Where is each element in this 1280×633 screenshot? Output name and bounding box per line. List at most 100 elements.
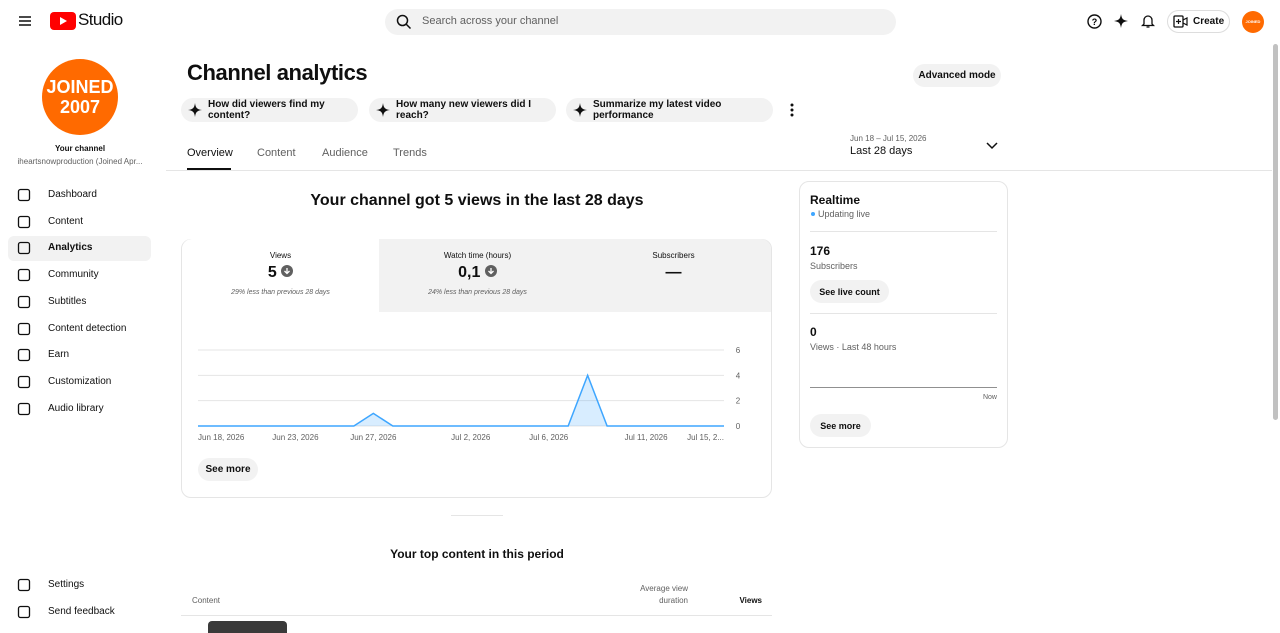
- nav-item[interactable]: Customization: [48, 375, 112, 387]
- divider: [810, 231, 997, 232]
- tab[interactable]: Overview: [187, 147, 233, 159]
- nav-icon: [17, 268, 31, 282]
- help-icon[interactable]: ?: [1087, 14, 1102, 29]
- search-placeholder: Search across your channel: [422, 15, 559, 27]
- channel-handle: iheartsnowproduction (Joined Apr...: [17, 157, 143, 166]
- scrollbar[interactable]: [1273, 44, 1278, 420]
- date-range[interactable]: Jun 18 – Jul 15, 2026: [850, 134, 927, 143]
- nav-item[interactable]: Earn: [48, 349, 70, 361]
- nav-item[interactable]: Send feedback: [48, 606, 115, 617]
- channel-avatar[interactable]: JOINED 2007: [42, 59, 118, 135]
- nav-icon: [17, 215, 31, 228]
- x-tick-label: Jul 6, 2026: [529, 433, 569, 442]
- table-header: duration: [659, 596, 688, 605]
- avatar-text: 2007: [59, 97, 101, 117]
- table-header: Views: [739, 596, 762, 605]
- create-icon: [1173, 15, 1188, 28]
- dropdown-icon[interactable]: [986, 141, 998, 151]
- create-button[interactable]: [1167, 10, 1230, 33]
- page-title: Channel analytics: [187, 60, 368, 85]
- x-tick-label: Jun 27, 2026: [350, 433, 397, 442]
- metric-value-text: 5: [267, 264, 277, 281]
- nav-icon: [17, 402, 31, 415]
- views-count: 0: [810, 325, 817, 339]
- sparkle-icon[interactable]: [1114, 14, 1128, 28]
- nav-item[interactable]: Settings: [48, 579, 85, 590]
- account-avatar[interactable]: JOINED 2007: [1242, 11, 1264, 33]
- y-tick-label: 4: [736, 371, 741, 380]
- metric-note: 29% less than previous 28 days: [231, 289, 330, 296]
- line: [198, 373, 724, 427]
- create-label: Create: [1193, 16, 1225, 27]
- metric-tab[interactable]: Subscribers —: [576, 239, 771, 312]
- tab-underline: [187, 168, 231, 170]
- headline: Your channel got 5 views in the last 28 …: [310, 192, 644, 209]
- metric-value: 5: [182, 264, 379, 282]
- nav-icon: [17, 188, 31, 202]
- date-preset[interactable]: Last 28 days: [850, 145, 913, 157]
- x-tick-label: Jul 15, 2...: [687, 433, 724, 442]
- nav-active-bg: [8, 236, 151, 261]
- views-label: Views · Last 48 hours: [810, 342, 897, 352]
- nav-item[interactable]: Content detection: [48, 322, 127, 334]
- top-content-title: Your top content in this period: [390, 547, 564, 561]
- tab[interactable]: Content: [257, 147, 296, 159]
- live-dot: [811, 212, 815, 216]
- suggestion-chip[interactable]: Summarize my latest video performance: [566, 98, 773, 122]
- x-tick-label: Jul 2, 2026: [451, 433, 491, 442]
- video-thumbnail[interactable]: [208, 621, 287, 633]
- down-icon: [281, 265, 294, 277]
- svg-text:?: ?: [1092, 17, 1098, 27]
- avatar-text: JOINED: [46, 77, 114, 97]
- nav-icon: [17, 605, 31, 619]
- notifications-icon[interactable]: [1141, 13, 1155, 29]
- nav-icon: [17, 375, 31, 389]
- menu-icon[interactable]: [18, 14, 32, 28]
- realtime-baseline: [810, 387, 997, 388]
- see-live-count-button[interactable]: See live count: [810, 280, 889, 303]
- metric-value: 0,1: [379, 264, 576, 282]
- advanced-mode-button[interactable]: Advanced mode: [913, 64, 1001, 87]
- realtime-title: Realtime: [810, 193, 861, 207]
- suggestion-chip[interactable]: How did viewers find my content?: [181, 98, 358, 122]
- search-icon: [396, 14, 412, 30]
- suggestion-chip[interactable]: How many new viewers did I reach?: [369, 98, 556, 122]
- tabs-divider: [166, 170, 1272, 171]
- nav-item[interactable]: Analytics: [48, 242, 93, 254]
- see-more-button[interactable]: See more: [810, 414, 871, 437]
- nav-item[interactable]: Audio library: [48, 402, 104, 414]
- table-divider: [181, 615, 772, 616]
- nav-icon: [17, 295, 31, 308]
- nav-item[interactable]: Content: [48, 215, 84, 227]
- metric-value-text: 0,1: [458, 264, 481, 281]
- x-tick-label: Jun 23, 2026: [272, 433, 319, 442]
- tab[interactable]: Audience: [322, 147, 368, 159]
- y-tick-label: 0: [736, 422, 741, 431]
- nav-icon: [17, 242, 31, 255]
- search-box[interactable]: [385, 9, 896, 35]
- logo-icon[interactable]: [50, 12, 76, 30]
- logo-text[interactable]: Studio: [78, 10, 123, 29]
- nav-item[interactable]: Subtitles: [48, 295, 87, 307]
- nav-item[interactable]: Dashboard: [48, 189, 97, 200]
- section-divider: [451, 515, 503, 516]
- more-icon[interactable]: [788, 102, 796, 118]
- subscriber-label: Subscribers: [810, 261, 858, 271]
- nav-item[interactable]: Community: [48, 269, 99, 281]
- table-header: Content: [192, 596, 221, 605]
- table-header: Average view: [640, 584, 688, 593]
- subscriber-count: 176: [810, 244, 831, 258]
- divider: [810, 313, 997, 314]
- tab[interactable]: Trends: [393, 147, 427, 159]
- see-more-button[interactable]: See more: [198, 458, 258, 481]
- down-icon: [484, 265, 497, 277]
- nav-icon: [17, 349, 31, 362]
- metric-tab[interactable]: Watch time (hours) 0,1 24% less than prev…: [379, 239, 576, 312]
- metric-value: —: [665, 264, 682, 281]
- channel-label: Your channel: [54, 144, 106, 153]
- metric-note: 24% less than previous 28 days: [428, 289, 527, 296]
- metric-tab[interactable]: Views 5 29% less than previous 28 days: [182, 239, 379, 312]
- realtime-status: Updating live: [818, 209, 871, 219]
